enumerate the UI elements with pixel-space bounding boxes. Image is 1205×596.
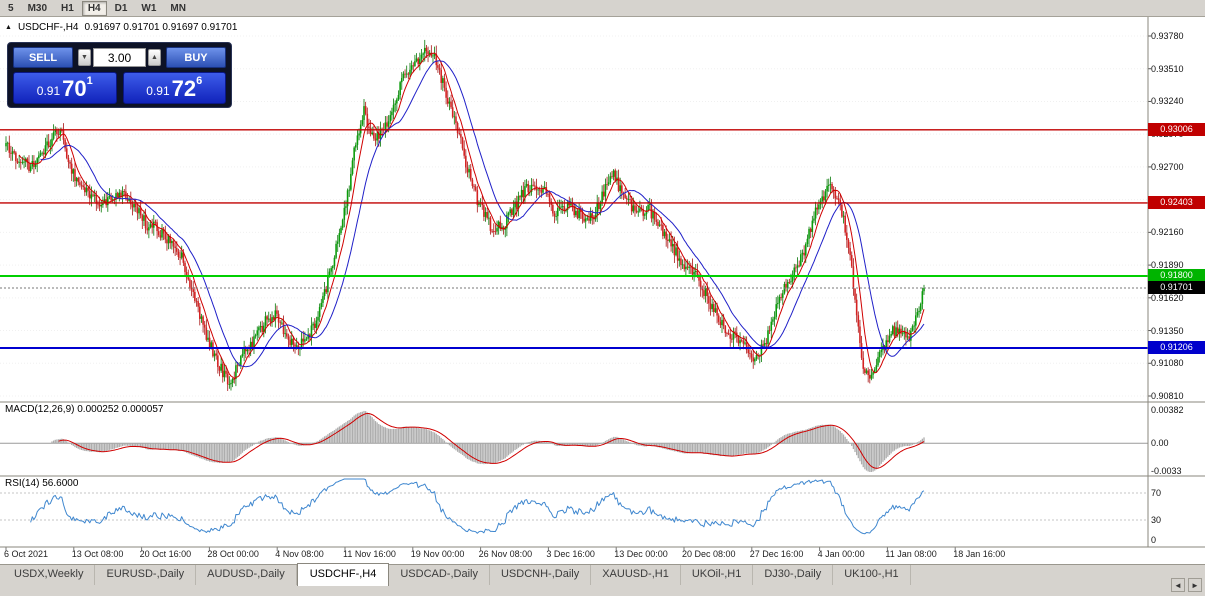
sell-price-prefix: 0.91 xyxy=(36,84,61,98)
buy-price-button[interactable]: 0.91 72 6 xyxy=(122,72,226,104)
tab-dj30-daily[interactable]: DJ30-,Daily xyxy=(753,565,834,585)
time-axis-label: 27 Dec 16:00 xyxy=(749,549,804,559)
time-axis-label: 13 Oct 08:00 xyxy=(71,549,124,559)
time-axis-label: 28 Oct 00:00 xyxy=(207,549,259,559)
tab-usdcad-daily[interactable]: USDCAD-,Daily xyxy=(389,565,490,585)
timeframe-button-m30[interactable]: M30 xyxy=(27,2,48,14)
volume-input[interactable]: 3.00 xyxy=(93,48,146,67)
macd-axis-label: 0.00 xyxy=(1151,438,1169,449)
time-axis-label: 6 Oct 2021 xyxy=(4,549,49,559)
sell-price-big-digits: 70 xyxy=(62,76,87,101)
time-axis-label: 26 Nov 08:00 xyxy=(478,549,533,559)
tab-ukoil-h1[interactable]: UKOil-,H1 xyxy=(681,565,754,585)
chart-title: ▲ USDCHF-,H4 0.91697 0.91701 0.91697 0.9… xyxy=(5,22,237,33)
timeframe-button-mn[interactable]: MN xyxy=(170,2,186,14)
one-click-trading-panel: SELL ▼ 3.00 ▲ BUY 0.91 70 1 0.91 72 6 xyxy=(7,42,232,108)
rsi-axis-label: 70 xyxy=(1151,488,1162,498)
price-badge-level-green: 0.91800 xyxy=(1148,269,1205,283)
tab-usdcnh-daily[interactable]: USDCNH-,Daily xyxy=(490,565,592,585)
timeframe-button-5[interactable]: 5 xyxy=(8,2,14,14)
price-tick-label: 0.92160 xyxy=(1151,227,1184,238)
price-tick-label: 0.91350 xyxy=(1151,325,1184,336)
macd-axis-label: -0.0033 xyxy=(1151,466,1182,476)
rsi-axis-label: 30 xyxy=(1151,515,1162,525)
time-axis-label: 20 Oct 16:00 xyxy=(139,549,192,559)
tab-scroll-left-icon[interactable]: ◄ xyxy=(1171,578,1185,592)
price-tick-label: 0.91620 xyxy=(1151,292,1184,303)
time-axis-label: 4 Jan 00:00 xyxy=(817,549,865,559)
tab-usdx-weekly[interactable]: USDX,Weekly xyxy=(3,565,96,585)
rsi-indicator-label: RSI(14) 56.6000 xyxy=(5,478,79,489)
status-strip xyxy=(0,586,1205,596)
price-badge-support-blue: 0.91206 xyxy=(1148,341,1205,355)
price-tick-label: 0.93240 xyxy=(1151,96,1184,107)
tab-scroll-buttons: ◄ ► xyxy=(1171,578,1202,592)
price-tick-label: 0.92700 xyxy=(1151,161,1184,172)
tab-uk100-h1[interactable]: UK100-,H1 xyxy=(833,565,911,585)
sell-button[interactable]: SELL xyxy=(13,47,73,68)
price-badge-resistance-lower: 0.92403 xyxy=(1148,196,1205,210)
macd-indicator-label: MACD(12,26,9) 0.000252 0.000057 xyxy=(5,404,164,415)
time-axis-label: 13 Dec 00:00 xyxy=(614,549,668,559)
chart-tab-bar: USDX,Weekly EURUSD-,Daily AUDUSD-,Daily USD… xyxy=(0,563,1205,586)
chart-symbol-label: USDCHF-,H4 xyxy=(17,22,79,33)
tab-audusd-daily[interactable]: AUDUSD-,Daily xyxy=(196,565,297,585)
tab-usdchf-h4[interactable]: USDCHF-,H4 xyxy=(296,563,390,586)
time-axis-label: 3 Dec 16:00 xyxy=(546,549,595,559)
price-tick-label: 0.90810 xyxy=(1151,390,1184,401)
tab-eurusd-daily[interactable]: EURUSD-,Daily xyxy=(95,565,197,585)
buy-price-prefix: 0.91 xyxy=(146,84,170,98)
timeframe-button-w1[interactable]: W1 xyxy=(141,2,157,14)
time-axis-label: 18 Jan 16:00 xyxy=(953,549,1006,559)
chart-ohlc-values: 0.91697 0.91701 0.91697 0.91701 xyxy=(84,22,238,33)
buy-price-big-digits: 72 xyxy=(171,76,197,101)
rsi-axis-label: 0 xyxy=(1151,535,1157,546)
volume-up-icon[interactable]: ▲ xyxy=(148,49,161,66)
price-tick-label: 0.91080 xyxy=(1151,358,1184,369)
timeframe-button-h1[interactable]: H1 xyxy=(61,2,74,14)
price-badge-resistance-upper: 0.93006 xyxy=(1148,123,1205,137)
price-tick-label: 0.93780 xyxy=(1151,31,1184,41)
timeframe-button-h4[interactable]: H4 xyxy=(81,0,107,16)
tab-xauusd-h1[interactable]: XAUUSD-,H1 xyxy=(591,565,681,585)
volume-down-icon[interactable]: ▼ xyxy=(78,49,91,66)
trade-panel-collapse-icon[interactable]: ▲ xyxy=(5,24,12,31)
tab-scroll-right-icon[interactable]: ► xyxy=(1188,578,1202,592)
timeframe-toolbar: 5 M30 H1 H4 D1 W1 MN xyxy=(0,0,1205,17)
time-axis-label: 11 Nov 16:00 xyxy=(343,549,396,559)
price-tick-label: 0.93510 xyxy=(1151,63,1184,74)
time-axis-label: 20 Dec 08:00 xyxy=(682,549,736,559)
time-axis-label: 19 Nov 00:00 xyxy=(410,549,465,559)
chart-background xyxy=(0,17,1205,564)
time-axis-label: 11 Jan 08:00 xyxy=(885,549,937,559)
time-axis-label: 4 Nov 08:00 xyxy=(275,549,324,559)
buy-button[interactable]: BUY xyxy=(166,47,226,68)
price-tick-label: 0.91890 xyxy=(1151,260,1184,271)
buy-price-pip: 6 xyxy=(196,75,203,87)
price-badge-current-price: 0.91701 xyxy=(1148,281,1205,295)
sell-price-pip: 1 xyxy=(86,75,93,87)
macd-axis-label: 0.00382 xyxy=(1151,405,1184,415)
sell-price-button[interactable]: 0.91 70 1 xyxy=(13,72,117,104)
timeframe-button-d1[interactable]: D1 xyxy=(114,2,128,14)
